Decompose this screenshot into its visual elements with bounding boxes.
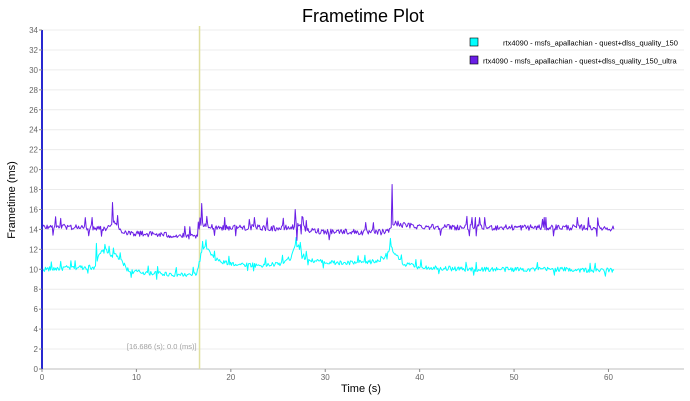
series-line-1 — [41, 236, 615, 280]
grid-lines — [42, 29, 684, 370]
x-tick-label: 0 — [40, 373, 45, 382]
y-tick-label: 0 — [34, 365, 39, 374]
y-tick-label: 4 — [34, 325, 39, 334]
plot-background — [42, 30, 684, 369]
y-tick-label: 12 — [29, 245, 38, 254]
x-tick-label: 60 — [604, 373, 613, 382]
x-tick-label: 50 — [510, 373, 519, 382]
series-group — [41, 184, 615, 280]
legend-label-1[interactable]: rtx4090 - msfs_apallachian - quest+dlss_… — [503, 39, 678, 48]
y-tick-label: 10 — [29, 265, 38, 274]
cursor-readout: [16.686 (s); 0.0 (ms)] — [127, 342, 197, 351]
series-line-2 — [41, 184, 615, 241]
y-tick-label: 2 — [34, 345, 39, 354]
legend-swatch-1[interactable] — [469, 37, 479, 47]
x-tick-label: 10 — [132, 373, 141, 382]
y-tick-label: 24 — [29, 126, 38, 135]
y-tick-label: 34 — [29, 26, 38, 35]
x-tick-label: 30 — [321, 373, 330, 382]
y-tick-label: 22 — [29, 146, 38, 155]
y-tick-label: 26 — [29, 106, 38, 115]
y-axis-label: Frametime (ms) — [6, 161, 18, 239]
y-tick-label: 16 — [29, 205, 38, 214]
cursor-group: [16.686 (s); 0.0 (ms)] — [127, 26, 201, 369]
y-tick-label: 28 — [29, 86, 38, 95]
x-tick-label: 40 — [415, 373, 424, 382]
y-tick-label: 18 — [29, 186, 38, 195]
y-tick-label: 30 — [29, 66, 38, 75]
legend[interactable]: rtx4090 - msfs_apallachian - quest+dlss_… — [469, 37, 678, 66]
x-tick-label: 20 — [226, 373, 235, 382]
y-tick-label: 8 — [34, 285, 39, 294]
legend-label-2[interactable]: rtx4090 - msfs_apallachian - quest+dlss_… — [483, 57, 677, 66]
y-tick-label: 20 — [29, 166, 38, 175]
y-tick-label: 14 — [29, 225, 38, 234]
y-tick-label: 32 — [29, 46, 38, 55]
chart-title: Frametime Plot — [302, 6, 424, 26]
legend-swatch-2[interactable] — [469, 55, 479, 65]
x-ticks: 0 10 20 30 40 50 60 — [40, 369, 613, 382]
x-axis-label: Time (s) — [341, 383, 381, 395]
y-tick-label: 6 — [34, 305, 39, 314]
